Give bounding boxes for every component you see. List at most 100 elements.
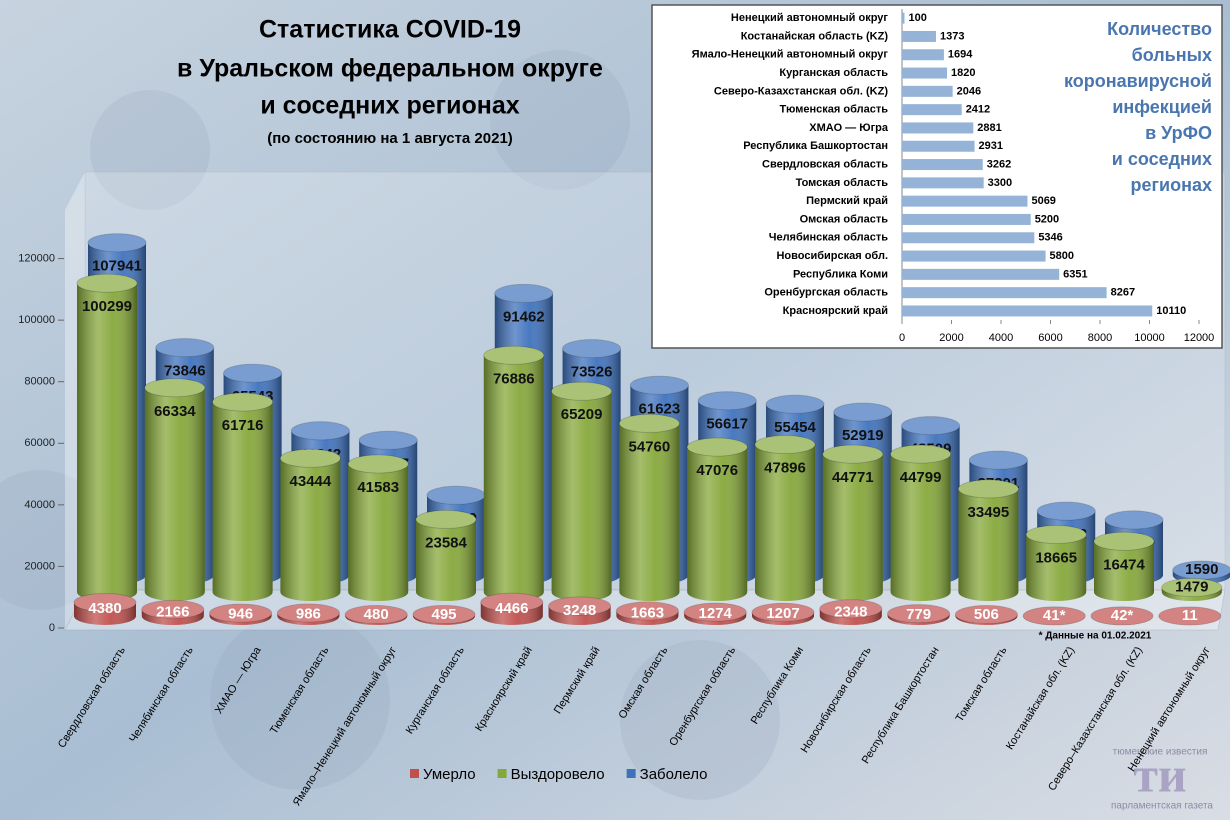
x-tick-label: 10000 xyxy=(1134,332,1165,344)
value-label: 16474 xyxy=(1103,556,1145,573)
cylinder-top xyxy=(765,394,825,414)
cylinder-top-highlight xyxy=(280,449,341,468)
value-label: 1694 xyxy=(948,49,973,61)
cylinder-top xyxy=(155,338,215,358)
cylinder-top-highlight xyxy=(1172,561,1230,580)
value-label: 44799 xyxy=(900,469,942,486)
value-label: 2881 xyxy=(977,122,1001,134)
cylinder-top xyxy=(1025,525,1087,545)
value-label: 10110 xyxy=(1156,305,1186,317)
cylinder-top xyxy=(412,604,476,624)
cylinder-top-highlight xyxy=(901,416,960,435)
cylinder-top xyxy=(144,378,206,398)
cylinder-shading xyxy=(345,614,408,625)
cylinder-shading xyxy=(890,454,951,601)
cylinder-top xyxy=(1036,501,1096,521)
cylinder-top-highlight xyxy=(619,414,680,433)
cylinder-top xyxy=(615,601,679,621)
inset-title-line: Количество xyxy=(1107,19,1212,39)
cylinder-top-highlight xyxy=(155,338,214,357)
cylinder-shading xyxy=(416,519,476,601)
cylinder-top xyxy=(344,605,408,625)
cylinder-top xyxy=(754,435,816,455)
cylinder-top xyxy=(1158,606,1222,626)
cylinder-shading xyxy=(619,423,680,601)
y-tick-label: Пермский край xyxy=(806,195,888,207)
value-label: 107941 xyxy=(92,258,142,275)
value-label: 52919 xyxy=(842,427,884,444)
y-tick-label: Республика Башкортостан xyxy=(743,140,888,152)
y-tick-label: 40000 xyxy=(24,499,55,511)
cylinder-top xyxy=(901,416,961,436)
inset-title-line: больных xyxy=(1132,45,1212,65)
cylinder-top xyxy=(1022,606,1086,626)
value-label: 55454 xyxy=(774,419,816,436)
cylinder-top xyxy=(697,391,757,411)
y-tick-label: Тюменская область xyxy=(779,104,888,116)
cylinder-top-highlight xyxy=(223,364,282,383)
value-label: 5200 xyxy=(1035,213,1059,225)
value-label: 61623 xyxy=(639,400,681,417)
y-tick-label: Республика Коми xyxy=(793,268,888,280)
value-label: 1820 xyxy=(951,67,975,79)
cylinder-top xyxy=(480,592,544,612)
cylinder-top-highlight xyxy=(88,233,146,252)
cylinder-top-highlight xyxy=(74,593,136,612)
cylinder-top-highlight xyxy=(291,421,350,440)
value-label: 33495 xyxy=(968,504,1010,521)
cylinder-top xyxy=(887,604,951,624)
bar xyxy=(902,305,1153,317)
y-tick-label: 60000 xyxy=(24,437,55,449)
value-label: 73526 xyxy=(571,364,613,381)
cylinder-top-highlight xyxy=(1037,502,1096,521)
cylinder-shading xyxy=(752,612,814,625)
logo-bottom: парламентская газета xyxy=(1111,801,1213,812)
x-tick-label: 2000 xyxy=(939,332,963,344)
cylinder-top xyxy=(76,273,138,293)
value-label: 3248 xyxy=(563,602,596,619)
y-tick-label: ХМАО — Югра xyxy=(809,122,889,134)
y-tick-label: Томская область xyxy=(796,177,889,189)
cylinder-top-highlight xyxy=(548,597,611,616)
y-tick-label: 120000 xyxy=(18,252,55,264)
value-label: 41* xyxy=(1043,607,1066,624)
value-label: 480 xyxy=(364,606,389,623)
value-label: 18665 xyxy=(1035,550,1077,567)
cylinder-top-highlight xyxy=(77,274,137,293)
cylinder-shading xyxy=(887,613,950,625)
value-label: 66334 xyxy=(154,403,196,420)
cylinder-top-highlight xyxy=(277,603,340,622)
cylinder-top-highlight xyxy=(958,479,1019,498)
cylinder-top-highlight xyxy=(1105,510,1163,529)
cylinder-top xyxy=(686,437,748,457)
logo-mark: ти xyxy=(1133,746,1186,802)
cylinder-shading xyxy=(74,602,136,625)
value-label: 5069 xyxy=(1031,195,1055,207)
inset-title-line: инфекцией xyxy=(1112,97,1212,117)
value-label: 5346 xyxy=(1038,232,1062,244)
legend-label: Умерло xyxy=(423,766,476,783)
cylinder-top xyxy=(223,363,283,383)
cylinder-top-highlight xyxy=(416,510,476,529)
value-label: 5800 xyxy=(1050,250,1074,262)
cylinder-shading xyxy=(1026,534,1087,601)
x-tick-label: 8000 xyxy=(1088,332,1112,344)
cylinder-top-highlight xyxy=(1161,578,1222,597)
y-tick-label: 0 xyxy=(49,622,55,634)
cylinder-top-highlight xyxy=(890,445,951,464)
value-label: 8267 xyxy=(1111,287,1135,299)
cylinder-shading xyxy=(955,614,1018,625)
legend-swatch xyxy=(410,769,419,778)
bar xyxy=(902,104,962,116)
cylinder-top xyxy=(141,599,205,619)
cylinder-top-highlight xyxy=(684,603,747,622)
value-label: 3300 xyxy=(988,177,1012,189)
value-label: 1274 xyxy=(699,605,733,622)
cylinder-top xyxy=(683,602,747,622)
bar xyxy=(902,67,948,79)
cylinder-top xyxy=(483,345,545,365)
bar xyxy=(902,49,944,61)
bar xyxy=(902,287,1107,299)
value-label: 779 xyxy=(906,606,931,623)
cylinder-top-highlight xyxy=(212,393,273,412)
